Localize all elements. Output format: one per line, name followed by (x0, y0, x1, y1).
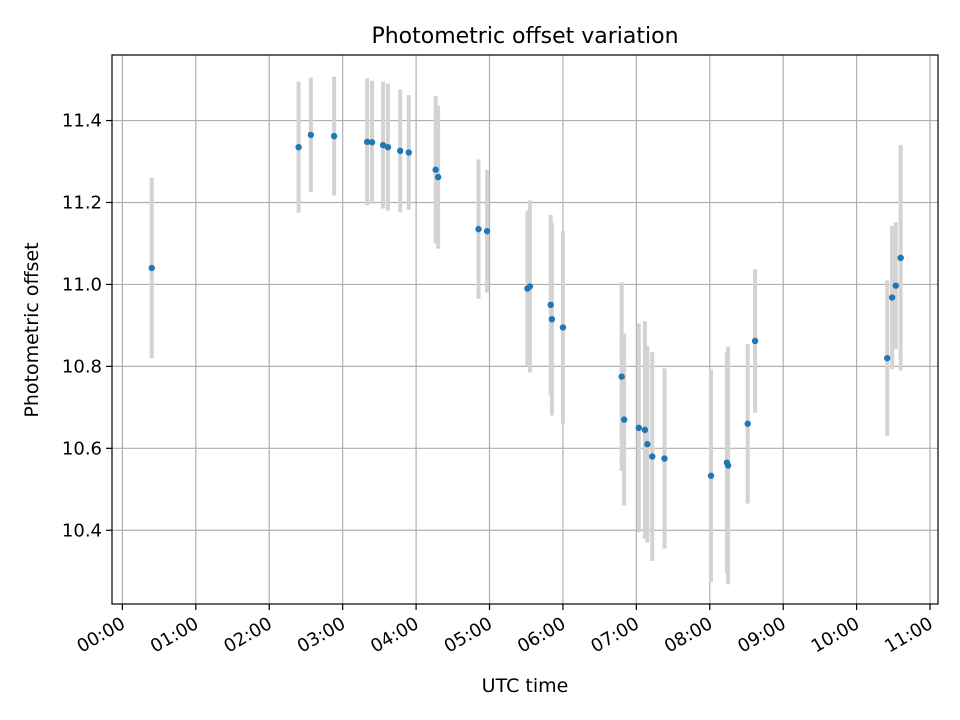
data-point (379, 141, 387, 149)
data-points (148, 131, 904, 479)
data-point (635, 424, 643, 432)
y-axis: 10.4 10.6 10.8 11.0 11.2 11.4 (62, 111, 112, 541)
data-point (559, 324, 567, 331)
data-point (620, 416, 628, 423)
data-point (368, 139, 376, 146)
data-point (526, 283, 534, 290)
grid (112, 55, 938, 604)
y-tick-label: 10.6 (62, 438, 102, 459)
data-point (434, 173, 442, 181)
x-axis-label: UTC time (482, 675, 569, 697)
data-point (295, 143, 302, 151)
data-point (547, 301, 554, 309)
data-point (707, 472, 715, 479)
data-point (307, 131, 315, 139)
chart-title: Photometric offset variation (371, 24, 678, 49)
data-point (744, 420, 751, 427)
data-point (618, 373, 625, 380)
data-point (483, 227, 491, 235)
y-axis-label: Photometric offset (21, 242, 43, 417)
data-point (892, 282, 899, 289)
y-tick-label: 10.8 (62, 356, 102, 377)
data-point (724, 462, 732, 469)
plot-area-frame (111, 54, 939, 605)
y-tick-label: 11.2 (62, 192, 102, 213)
data-point (661, 455, 668, 462)
data-point (384, 143, 392, 151)
data-point (888, 294, 896, 301)
data-point (405, 149, 412, 156)
data-point (751, 337, 759, 345)
data-point (897, 254, 904, 262)
y-tick-label: 11.0 (62, 274, 102, 295)
data-point (148, 264, 155, 272)
data-point (884, 354, 891, 362)
data-point (548, 316, 556, 323)
data-point (396, 147, 404, 155)
data-point (330, 132, 338, 140)
data-point (649, 453, 656, 460)
data-point (475, 225, 482, 233)
y-tick-label: 10.4 (62, 520, 102, 541)
y-tick-label: 11.4 (62, 111, 102, 132)
data-point (363, 138, 371, 146)
data-point (641, 426, 649, 434)
data-point (644, 441, 651, 448)
data-point (432, 166, 439, 173)
